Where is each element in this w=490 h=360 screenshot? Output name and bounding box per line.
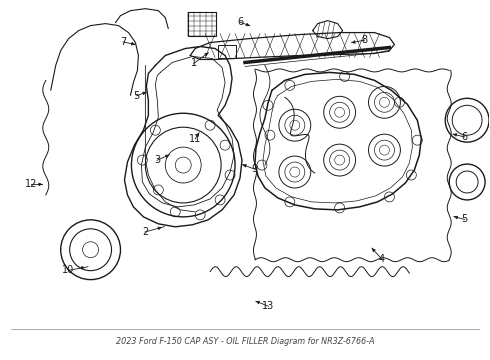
Text: 11: 11 — [189, 134, 201, 144]
Text: 10: 10 — [62, 265, 74, 275]
Text: 5: 5 — [462, 215, 468, 224]
Text: 5: 5 — [133, 91, 140, 101]
Text: 13: 13 — [262, 301, 274, 311]
Text: 2: 2 — [142, 227, 148, 237]
Text: 2023 Ford F-150 CAP ASY - OIL FILLER Diagram for NR3Z-6766-A: 2023 Ford F-150 CAP ASY - OIL FILLER Dia… — [116, 337, 374, 346]
Text: 3: 3 — [154, 155, 160, 165]
Text: 7: 7 — [120, 37, 126, 47]
Text: 12: 12 — [25, 179, 37, 189]
Text: 4: 4 — [379, 254, 385, 264]
Text: 6: 6 — [237, 17, 243, 27]
Text: 6: 6 — [462, 132, 468, 142]
Text: 9: 9 — [252, 164, 258, 174]
Text: 1: 1 — [191, 58, 197, 68]
Text: 8: 8 — [362, 35, 368, 45]
